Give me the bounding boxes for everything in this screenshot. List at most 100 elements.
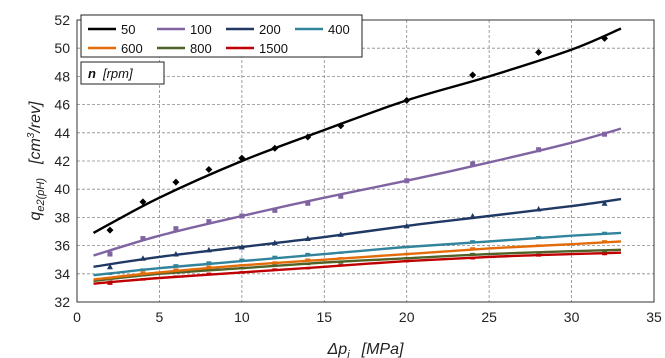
y-tick-label: 38 [54,209,70,225]
ticks: 0 5 10 15 20 25 30 35 32 34 36 38 40 42 44 46 48 50 52 [54,12,662,325]
y-tick-label: 46 [54,97,70,113]
y-tick-label: 48 [54,68,70,84]
data-point-600 [602,240,608,243]
data-point-800 [272,264,278,267]
series-50 [92,27,622,234]
series-1500 [93,251,622,285]
data-point-600 [140,271,146,274]
data-point-600 [404,252,410,256]
y-tick-label: 32 [54,294,70,310]
data-point-50 [271,144,279,152]
y-tick-label: 34 [54,266,70,282]
data-point-800 [107,278,113,281]
x-tick-label: 15 [316,309,332,325]
data-point-200 [403,222,410,229]
series-100 [93,127,622,257]
y-tick-label: 40 [54,181,70,197]
legend-label-600: 600 [121,41,143,56]
data-point-600 [305,258,311,261]
data-point-600 [239,264,245,267]
series-line-400 [93,231,622,277]
data-point-400 [272,255,278,259]
series-line-800 [93,248,622,283]
data-point-400 [107,272,113,275]
series-line-100 [93,127,622,257]
x-tick-label: 25 [481,309,497,325]
x-tick-label: 20 [399,309,415,325]
legend-title-box [80,61,165,85]
data-point-400 [140,268,146,271]
data-point-1500 [107,282,113,285]
x-axis-label: Δpi [MPa] [327,341,404,358]
data-point-400 [206,261,212,264]
data-point-100 [404,178,410,184]
data-point-1500 [470,257,476,260]
data-point-1500 [173,275,179,278]
x-tick-label: 35 [646,309,662,325]
data-point-100 [173,226,179,232]
data-point-800 [239,266,245,270]
series-line-1500 [93,251,622,285]
legend-label-400: 400 [328,22,350,37]
data-point-1500 [404,259,410,263]
legend-title-unit: [rpm] [102,66,133,81]
data-point-400 [305,252,311,256]
x-tick-label: 30 [564,309,580,325]
data-point-1500 [140,278,146,281]
data-point-800 [536,251,542,254]
series-line-600 [93,240,622,281]
data-point-400 [470,240,476,243]
data-point-1500 [305,266,311,270]
data-point-600 [206,265,212,268]
data-point-1500 [239,271,245,274]
data-point-100 [239,213,245,219]
data-point-50 [337,122,345,130]
data-point-100 [305,200,311,206]
data-point-200 [337,231,344,237]
data-point-100 [272,207,278,213]
data-point-1500 [602,252,608,256]
data-point-600 [107,276,113,280]
data-point-50 [304,133,312,141]
data-point-600 [272,261,278,264]
data-point-400 [536,235,542,239]
data-point-200 [271,239,278,246]
legend-title: n [rpm] [88,66,133,81]
data-point-200 [469,212,476,219]
data-point-800 [206,268,212,271]
data-point-50 [469,71,477,79]
series-line-50 [92,27,622,234]
data-point-50 [139,198,147,206]
y-tick-label: 44 [54,125,70,141]
data-point-400 [338,251,344,254]
y-axis-label: qe2(pH)[cm3/rev] [26,101,47,221]
data-point-600 [338,257,344,260]
data-point-200 [601,200,608,206]
data-point-400 [602,231,608,235]
data-point-1500 [338,264,344,267]
data-point-100 [536,147,542,153]
x-tick-label: 5 [156,309,164,325]
y-tick-label: 50 [54,40,70,56]
legend-label-200: 200 [259,22,281,37]
data-point-50 [535,48,543,56]
data-point-400 [173,264,179,267]
legend-label-100: 100 [190,22,212,37]
data-point-1500 [206,272,212,275]
legend-box [80,14,363,58]
data-point-200 [535,205,542,212]
data-point-100 [107,251,113,257]
data-point-200 [238,244,245,250]
data-point-100 [206,219,212,225]
data-point-800 [305,262,311,266]
data-point-100 [140,236,146,242]
legend: 50 100 200 400 600 800 1500 n [rpm] [80,14,363,85]
data-point-50 [238,154,246,162]
legend-label-1500: 1500 [259,41,288,56]
data-point-100 [470,161,476,167]
y-tick-label: 42 [54,153,70,169]
data-point-50 [205,165,213,173]
data-point-800 [602,250,608,253]
y-tick-label: 36 [54,238,70,254]
